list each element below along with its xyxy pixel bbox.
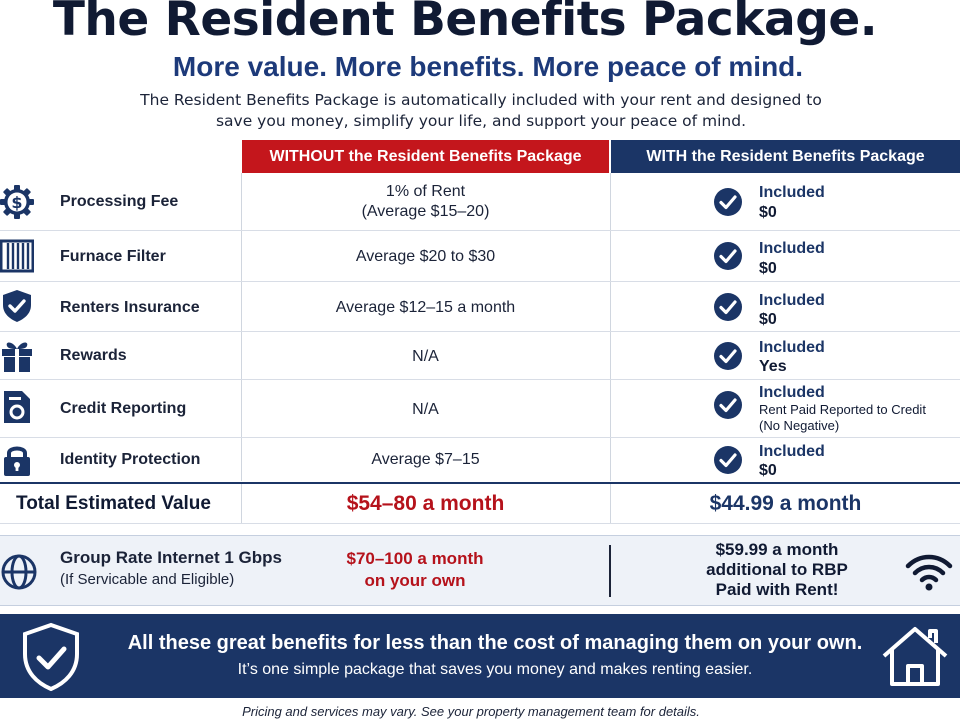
without-value: N/A: [242, 400, 609, 420]
included-label: Included: [759, 184, 825, 201]
column-header-with: WITH the Resident Benefits Package: [611, 140, 960, 173]
intro-line-2: save you money, simplify your life, and …: [215, 112, 747, 130]
intro-text: The Resident Benefits Package is automat…: [0, 90, 960, 132]
internet-label: Group Rate Internet 1 Gbps: [60, 548, 282, 567]
internet-without-line-2: on your own: [364, 571, 466, 590]
row-separator: [0, 281, 960, 282]
internet-divider: [609, 545, 611, 597]
wifi-icon: [905, 554, 953, 591]
dollar-gear-icon: $: [0, 185, 34, 219]
with-value: Rent Paid Reported to Credit: [759, 402, 926, 417]
without-value-line-1: Average $7–15: [371, 451, 480, 468]
shield-check-icon: [23, 622, 79, 692]
included-label: Included: [759, 384, 825, 401]
check-circle-icon: [714, 446, 742, 474]
row-separator: [0, 437, 960, 438]
column-divider-right: [610, 173, 611, 481]
benefit-label: Processing Fee: [60, 193, 179, 210]
without-value: Average $7–15: [242, 450, 609, 470]
gift-icon: [2, 342, 32, 372]
internet-with-line-1: $59.99 a month: [715, 540, 839, 559]
included-label: Included: [759, 240, 825, 257]
total-with-value: $44.99 a month: [709, 492, 862, 515]
benefit-label: Rewards: [60, 347, 127, 364]
with-value-note: (No Negative): [759, 418, 840, 433]
check-circle-icon: [714, 188, 742, 216]
house-icon: [882, 627, 948, 686]
without-value: Average $12–15 a month: [242, 298, 609, 318]
row-separator: [0, 230, 960, 231]
row-separator: [0, 379, 960, 380]
benefit-row-processing-fee: $ Processing Fee 1% of Rent (Average $15…: [0, 173, 960, 231]
total-divider-left: [241, 484, 242, 524]
page-subtitle: More value. More benefits. More peace of…: [172, 51, 804, 82]
total-divider-right: [610, 484, 611, 524]
benefit-label: Identity Protection: [60, 451, 201, 468]
row-separator: [0, 331, 960, 332]
without-value-line-1: N/A: [412, 348, 439, 365]
footer-disclaimer: Pricing and services may vary. See your …: [242, 704, 700, 719]
without-value: N/A: [242, 347, 609, 367]
without-value-line-1: Average $20 to $30: [355, 248, 496, 265]
benefit-label: Credit Reporting: [60, 400, 187, 417]
without-value: 1% of Rent (Average $15–20): [242, 182, 609, 222]
svg-text:$: $: [11, 193, 22, 212]
page-title: The Resident Benefits Package.: [52, 0, 878, 47]
with-value: $0: [759, 462, 777, 479]
globe-icon: [1, 554, 37, 590]
internet-with-line-3: Paid with Rent!: [715, 580, 839, 599]
shield-check-icon: [3, 290, 31, 322]
column-header-without: WITHOUT the Resident Benefits Package: [242, 140, 609, 173]
check-circle-icon: [714, 342, 742, 370]
benefit-row-furnace-filter: Furnace Filter Average $20 to $30 Includ…: [0, 231, 960, 282]
total-without-value: $54–80 a month: [346, 492, 505, 515]
benefit-row-identity-protection: Identity Protection Average $7–15 Includ…: [0, 438, 960, 482]
internet-with-line-2: additional to RBP: [706, 560, 848, 579]
benefit-label: Renters Insurance: [60, 299, 200, 316]
with-value: Yes: [759, 358, 787, 375]
padlock-icon: [4, 446, 30, 476]
included-label: Included: [759, 292, 825, 309]
credit-report-icon: [4, 391, 30, 423]
intro-line-1: The Resident Benefits Package is automat…: [140, 91, 822, 109]
benefit-row-credit-reporting: Credit Reporting N/A Included Rent Paid …: [0, 380, 960, 438]
internet-row: Group Rate Internet 1 Gbps (If Servicabl…: [0, 535, 960, 606]
with-value: $0: [759, 204, 777, 221]
check-circle-icon: [714, 242, 742, 270]
internet-without-line-1: $70–100 a month: [346, 549, 484, 568]
internet-without-value: $70–100 a month on your own: [242, 548, 588, 592]
without-value-line-1: 1% of Rent: [385, 183, 466, 200]
without-value-line-1: Average $12–15 a month: [335, 299, 516, 316]
without-value: Average $20 to $30: [242, 247, 609, 267]
internet-with-value: $59.99 a month additional to RBP Paid wi…: [652, 540, 902, 600]
benefit-row-rewards: Rewards N/A Included Yes: [0, 332, 960, 380]
without-value-line-1: N/A: [412, 401, 439, 418]
with-value: $0: [759, 311, 777, 328]
promo-banner: All these great benefits for less than t…: [0, 614, 960, 698]
total-row: Total Estimated Value $54–80 a month $44…: [0, 482, 960, 524]
total-label: Total Estimated Value: [16, 493, 211, 514]
benefit-label: Furnace Filter: [60, 248, 166, 265]
with-value: $0: [759, 260, 777, 277]
banner-headline: All these great benefits for less than t…: [127, 632, 863, 654]
column-divider-left: [241, 173, 242, 481]
furnace-filter-icon: [0, 239, 34, 273]
check-circle-icon: [714, 391, 742, 419]
check-circle-icon: [714, 293, 742, 321]
internet-sublabel: (If Servicable and Eligible): [60, 571, 235, 588]
banner-subline: It’s one simple package that saves you m…: [237, 661, 753, 678]
without-value-line-2: (Average $15–20): [361, 203, 490, 220]
benefit-row-renters-insurance: Renters Insurance Average $12–15 a month…: [0, 282, 960, 332]
included-label: Included: [759, 339, 825, 356]
included-label: Included: [759, 443, 825, 460]
